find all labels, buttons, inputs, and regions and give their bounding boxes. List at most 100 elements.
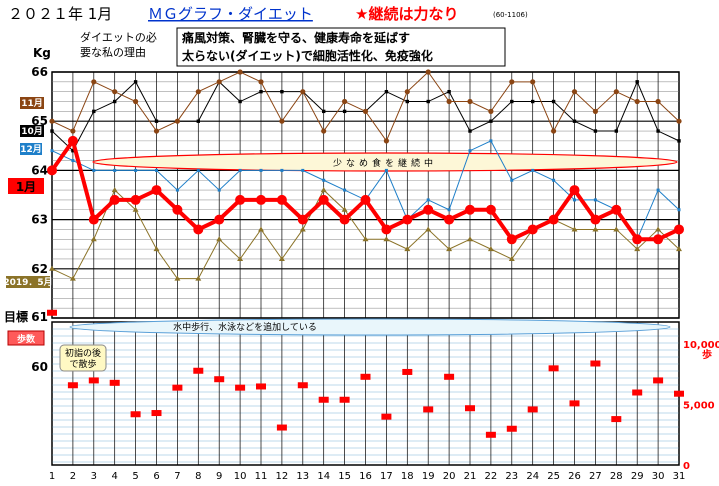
steps-point bbox=[507, 426, 517, 432]
nov-point bbox=[133, 99, 138, 104]
subtitle-link[interactable]: ＭＧグラフ・ダイエット bbox=[148, 5, 313, 23]
steps-point bbox=[298, 382, 308, 388]
nov-label-text: 11月 bbox=[21, 98, 43, 109]
jan-point bbox=[549, 215, 559, 225]
jan-point bbox=[653, 234, 663, 244]
nov-point bbox=[676, 119, 681, 124]
nov-point bbox=[49, 119, 54, 124]
reason-text-line2: 太らない(ダイエット)で細胞活性化、免疫強化 bbox=[182, 48, 433, 63]
jan-point bbox=[319, 195, 329, 205]
nov-point bbox=[593, 109, 598, 114]
dec-point bbox=[280, 169, 283, 172]
jan-point bbox=[402, 215, 412, 225]
x-tick-label: 27 bbox=[589, 471, 602, 482]
oct-point bbox=[134, 80, 137, 83]
steps-point bbox=[256, 383, 266, 389]
code-label: (60-1106) bbox=[493, 11, 528, 19]
jan-point bbox=[361, 195, 371, 205]
jan-point bbox=[89, 215, 99, 225]
oct-point bbox=[259, 90, 262, 93]
steps-point bbox=[381, 414, 391, 420]
jan-point bbox=[340, 215, 350, 225]
dec-point bbox=[343, 189, 346, 192]
y-tick-label: 62 bbox=[31, 262, 48, 276]
jan-point bbox=[214, 215, 224, 225]
dec-point bbox=[510, 179, 513, 182]
dec-point bbox=[657, 189, 660, 192]
walk-note-line1: 初詣の後 bbox=[65, 347, 101, 359]
x-tick-label: 31 bbox=[673, 471, 686, 482]
x-tick-label: 7 bbox=[174, 471, 180, 482]
oct-point bbox=[531, 100, 534, 103]
nov-point bbox=[467, 99, 472, 104]
oct-point bbox=[573, 120, 576, 123]
nov-point bbox=[405, 89, 410, 94]
jan-point bbox=[465, 205, 475, 215]
steps-point bbox=[444, 374, 454, 380]
x-tick-label: 1 bbox=[49, 471, 55, 482]
steps-point bbox=[402, 369, 412, 375]
x-tick-label: 10 bbox=[234, 471, 247, 482]
x-tick-label: 16 bbox=[359, 471, 372, 482]
x-tick-label: 23 bbox=[505, 471, 518, 482]
jan-point bbox=[674, 224, 684, 234]
goal-value: 61 bbox=[31, 310, 48, 324]
chart-title: ２０２１年 1月 bbox=[8, 5, 112, 23]
oct-point bbox=[615, 129, 618, 132]
dec-point bbox=[51, 149, 54, 152]
x-tick-label: 13 bbox=[296, 471, 309, 482]
oct-point bbox=[656, 129, 659, 132]
dec-point bbox=[218, 189, 221, 192]
exercise-note-ellipse bbox=[70, 319, 670, 335]
jan-point bbox=[172, 205, 182, 215]
steps-point bbox=[570, 400, 580, 406]
x-tick-label: 2 bbox=[70, 471, 76, 482]
y-tick-label: 63 bbox=[31, 213, 48, 227]
dec-point bbox=[573, 198, 576, 201]
steps-point bbox=[486, 432, 496, 438]
nov-point bbox=[635, 99, 640, 104]
steps-point bbox=[674, 391, 684, 397]
steps-point bbox=[235, 385, 245, 391]
jan-point bbox=[444, 215, 454, 225]
nov-point bbox=[530, 79, 535, 84]
steps-point bbox=[340, 397, 350, 403]
dec-point bbox=[427, 198, 430, 201]
x-tick-label: 26 bbox=[568, 471, 581, 482]
oct-point bbox=[280, 90, 283, 93]
oct-point bbox=[447, 90, 450, 93]
dec-point bbox=[113, 169, 116, 172]
steps-label-text: 歩数 bbox=[17, 333, 36, 345]
x-tick-label: 28 bbox=[610, 471, 623, 482]
steps-point bbox=[549, 365, 559, 371]
oct-point bbox=[238, 100, 241, 103]
x-tick-label: 21 bbox=[464, 471, 477, 482]
nov-point bbox=[342, 99, 347, 104]
steps-left-value: 60 bbox=[31, 360, 48, 374]
steps-point bbox=[590, 361, 600, 367]
x-tick-label: 4 bbox=[112, 471, 118, 482]
jan-point bbox=[131, 195, 141, 205]
x-tick-label: 15 bbox=[338, 471, 351, 482]
oct-point bbox=[427, 100, 430, 103]
oct-point bbox=[155, 120, 158, 123]
steps-point bbox=[214, 376, 224, 382]
dec-point bbox=[531, 169, 534, 172]
nov-point bbox=[426, 69, 431, 74]
x-tick-label: 20 bbox=[443, 471, 456, 482]
nov-point bbox=[321, 128, 326, 133]
jan-point bbox=[632, 234, 642, 244]
jan-point bbox=[528, 224, 538, 234]
dec-point bbox=[155, 169, 158, 172]
reason-text-line1: 痛風対策、腎臓を守る、健康寿命を延ばす bbox=[181, 30, 410, 45]
oct-point bbox=[50, 129, 53, 132]
nov-point bbox=[217, 79, 222, 84]
x-tick-label: 17 bbox=[380, 471, 393, 482]
y-axis-label: Kg bbox=[33, 46, 51, 60]
y-tick-label: 64 bbox=[31, 163, 48, 177]
dec-point bbox=[301, 169, 304, 172]
x-tick-label: 3 bbox=[91, 471, 97, 482]
nov-point bbox=[154, 128, 159, 133]
dec-point bbox=[385, 169, 388, 172]
